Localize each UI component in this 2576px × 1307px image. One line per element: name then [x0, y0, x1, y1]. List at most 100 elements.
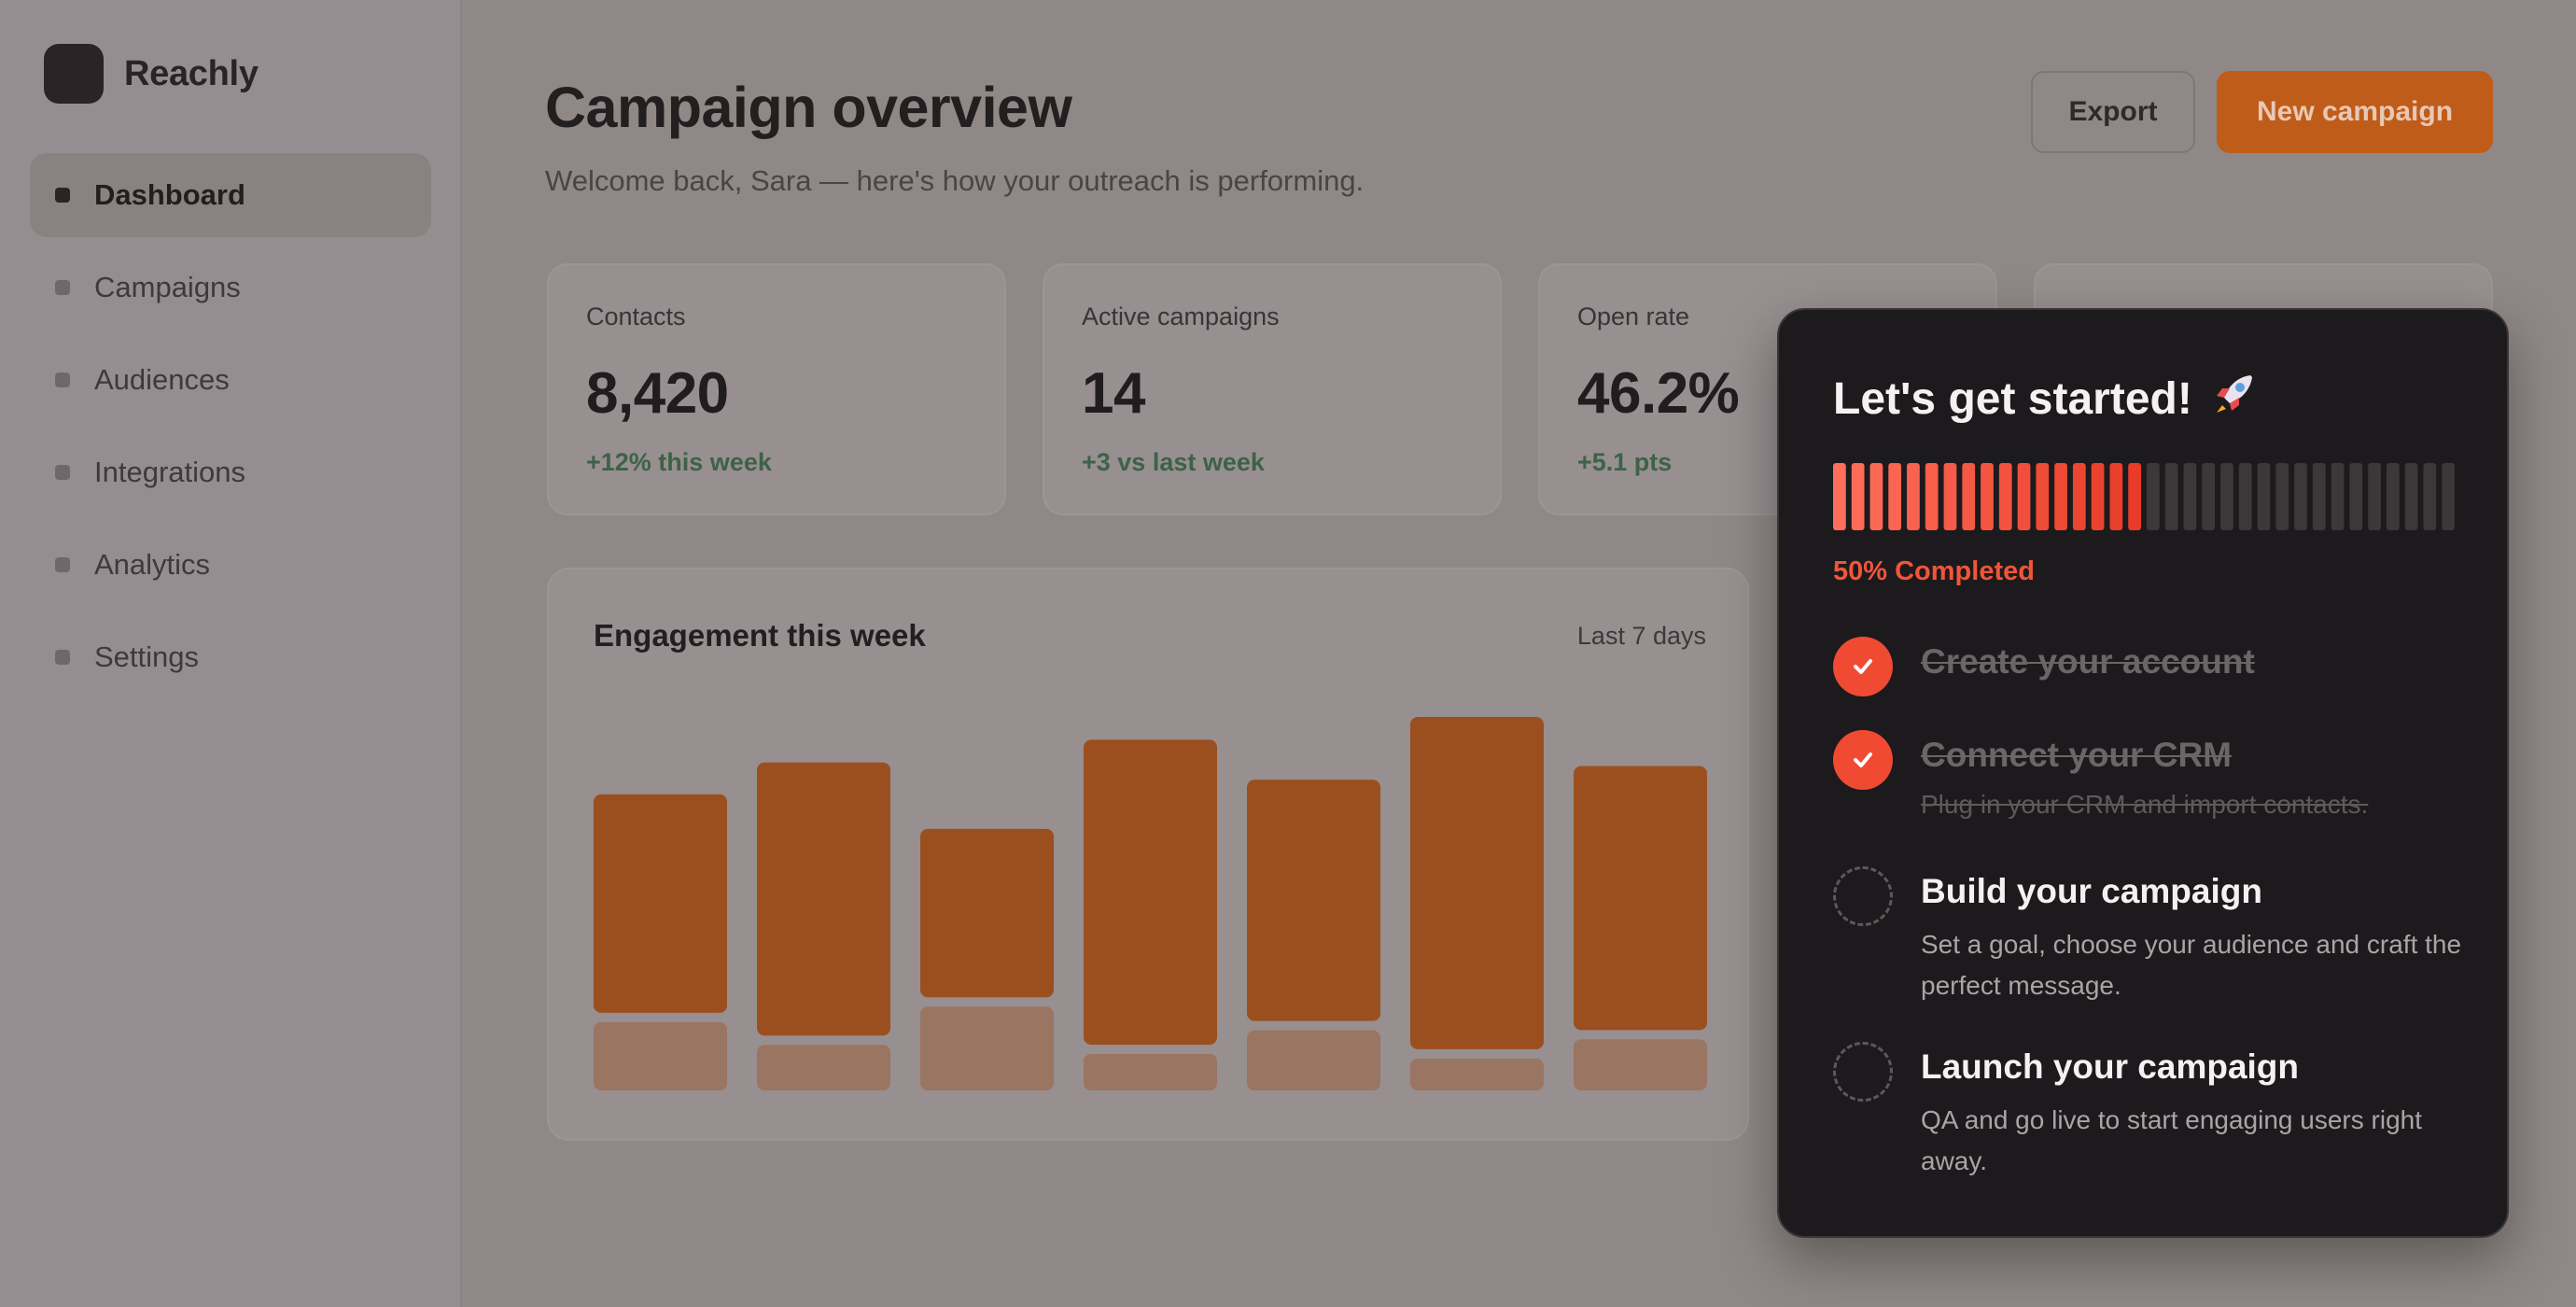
nav-dot-icon: [55, 465, 70, 480]
sidebar: Reachly Dashboard Campaigns Audiences In…: [0, 0, 462, 1307]
stat-label: Contacts: [586, 302, 686, 330]
brand-logo: [44, 44, 104, 104]
progress-segment-filled: [1833, 463, 1846, 530]
task-description: Set a goal, choose your audience and cra…: [1921, 930, 2462, 1000]
onboarding-title: Let's get started!: [1833, 368, 2260, 429]
onboarding-progress-bar: [1833, 463, 2455, 530]
sidebar-item-label: Audiences: [94, 363, 230, 396]
progress-segment-filled: [1962, 463, 1976, 530]
engagement-chart-card: Engagement this week Last 7 days: [547, 568, 1749, 1141]
progress-segment-empty: [2331, 463, 2345, 530]
stat-card-contacts: Contacts 8,420 +12% this week: [547, 263, 1006, 515]
bar-segment-upper: [1574, 766, 1707, 1031]
task-title: Connect your CRM: [1921, 736, 2232, 774]
nav-dot-icon: [55, 557, 70, 572]
task-title: Launch your campaign: [1921, 1047, 2300, 1086]
progress-segment-empty: [2275, 463, 2289, 530]
progress-segment-empty: [2442, 463, 2455, 530]
progress-segment-empty: [2368, 463, 2381, 530]
progress-segment-filled: [1925, 463, 1939, 530]
progress-segment-filled: [1888, 463, 1902, 530]
progress-segment-empty: [2220, 463, 2233, 530]
check-icon[interactable]: [1833, 637, 1893, 696]
stat-delta: +12% this week: [586, 448, 772, 476]
stat-value: 8,420: [586, 361, 729, 426]
stat-delta: +3 vs last week: [1082, 448, 1265, 476]
progress-segment-filled: [2091, 463, 2105, 530]
sidebar-item-integrations[interactable]: Integrations: [30, 430, 431, 514]
brand[interactable]: Reachly: [44, 44, 259, 104]
nav-dot-icon: [55, 280, 70, 295]
stat-value: 14: [1082, 361, 1145, 426]
task-title: Build your campaign: [1921, 872, 2262, 910]
nav-dot-icon: [55, 650, 70, 665]
empty-circle-icon[interactable]: [1833, 1042, 1893, 1102]
bar-segment-upper: [1247, 780, 1380, 1021]
progress-segment-empty: [2238, 463, 2252, 530]
bar-segment-lower: [1084, 1054, 1217, 1090]
sidebar-item-campaigns[interactable]: Campaigns: [30, 246, 431, 330]
progress-segment-filled: [2072, 463, 2086, 530]
sidebar-item-dashboard[interactable]: Dashboard: [30, 153, 431, 237]
bar-segment-lower: [1247, 1030, 1380, 1090]
page-title: Campaign overview: [545, 76, 1072, 139]
progress-segment-empty: [2312, 463, 2326, 530]
rocket-icon: [2209, 368, 2260, 429]
sidebar-item-label: Analytics: [94, 548, 211, 581]
sidebar-item-label: Dashboard: [94, 178, 245, 211]
progress-segment-filled: [1981, 463, 1994, 530]
progress-segment-empty: [2404, 463, 2418, 530]
bar-segment-lower: [1410, 1058, 1544, 1090]
task-description: Plug in your CRM and import contacts.: [1921, 790, 2369, 819]
bar-segment-lower: [757, 1045, 890, 1090]
progress-segment-filled: [1851, 463, 1865, 530]
progress-segment-filled: [1869, 463, 1883, 530]
empty-circle-icon[interactable]: [1833, 866, 1893, 926]
bar-segment-upper: [594, 794, 727, 1013]
progress-segment-empty: [2423, 463, 2437, 530]
stat-label: Open rate: [1577, 302, 1690, 330]
progress-segment-filled: [2054, 463, 2067, 530]
progress-segment-empty: [2386, 463, 2400, 530]
check-icon[interactable]: [1833, 730, 1893, 790]
stat-delta: +5.1 pts: [1577, 448, 1673, 476]
sidebar-item-label: Settings: [94, 640, 200, 673]
sidebar-item-label: Integrations: [94, 456, 245, 488]
bar-segment-lower: [1574, 1039, 1707, 1090]
new-campaign-button[interactable]: New campaign: [2217, 71, 2493, 153]
progress-segment-empty: [2257, 463, 2271, 530]
progress-label: 50% Completed: [1833, 556, 2035, 586]
stat-label: Active campaigns: [1082, 302, 1280, 330]
nav-dot-icon: [55, 188, 70, 203]
engagement-bar-chart: [594, 717, 1707, 1090]
export-button[interactable]: Export: [2031, 71, 2195, 153]
progress-segment-empty: [2294, 463, 2307, 530]
page-subtitle: Welcome back, Sara — here's how your out…: [545, 164, 1365, 197]
brand-name: Reachly: [124, 53, 259, 93]
sidebar-item-analytics[interactable]: Analytics: [30, 523, 431, 607]
bar-segment-lower: [594, 1021, 727, 1090]
chart-range-select[interactable]: Last 7 days: [1576, 622, 1706, 650]
task-title: Create your account: [1921, 642, 2255, 681]
progress-segment-filled: [1907, 463, 1920, 530]
bar-segment-lower: [920, 1006, 1054, 1090]
sidebar-item-audiences[interactable]: Audiences: [30, 338, 431, 422]
bar-segment-upper: [1410, 717, 1544, 1049]
stat-value: 46.2%: [1577, 361, 1740, 426]
onboarding-title-text: Let's get started!: [1833, 373, 2192, 424]
sidebar-item-settings[interactable]: Settings: [30, 615, 431, 699]
sidebar-item-label: Campaigns: [94, 271, 241, 303]
bar-segment-upper: [920, 828, 1054, 998]
stat-card-active-campaigns: Active campaigns 14 +3 vs last week: [1043, 263, 1502, 515]
nav-dot-icon: [55, 372, 70, 387]
onboarding-panel: Let's get started! 50% Completed Create …: [1777, 308, 2509, 1238]
progress-segment-empty: [2202, 463, 2216, 530]
progress-segment-filled: [2128, 463, 2141, 530]
bar-segment-upper: [1084, 739, 1217, 1045]
progress-segment-empty: [2183, 463, 2197, 530]
progress-segment-filled: [2036, 463, 2050, 530]
progress-segment-filled: [2017, 463, 2031, 530]
sidebar-nav: Dashboard Campaigns Audiences Integratio…: [30, 153, 431, 708]
progress-segment-filled: [1943, 463, 1957, 530]
